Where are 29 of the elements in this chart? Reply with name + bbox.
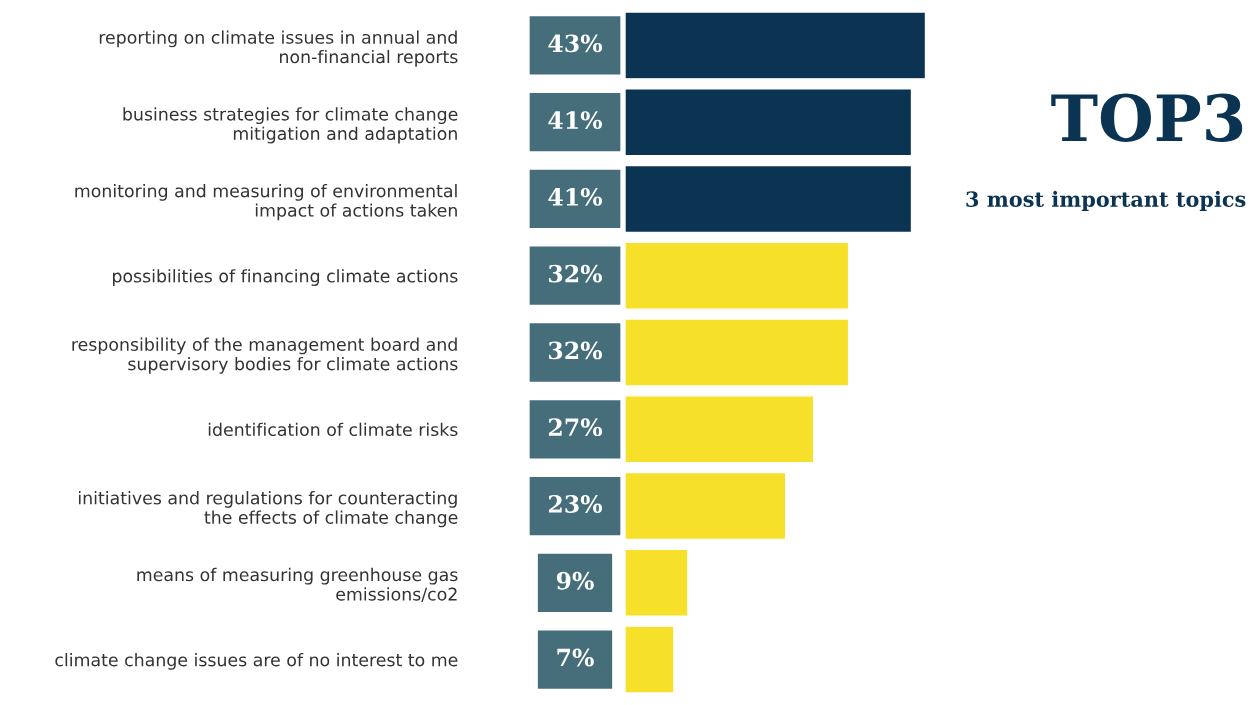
bar	[625, 471, 787, 541]
y-tick-label: possibilities of financing climate actions	[113, 269, 458, 286]
data-label: 32%	[549, 264, 603, 283]
bar	[625, 11, 927, 80]
bar	[625, 88, 913, 157]
data-label: 7%	[557, 648, 594, 667]
data-label: 23%	[548, 495, 603, 513]
y-tick-label: means of measuring greenhouse gas emissions/co2	[137, 567, 458, 603]
bar	[625, 318, 850, 387]
bar	[625, 548, 689, 617]
data-label: 32%	[549, 341, 603, 360]
y-tick-label: monitoring and measuring of environmental impact of actions taken	[75, 183, 457, 221]
y-tick-label: reporting on climate issues in annual and non-financial reports	[99, 30, 458, 67]
bar	[625, 164, 913, 234]
text: TOP3	[1051, 93, 1243, 142]
y-tick-label: initiatives and regulations for counteracting the effects of climate change	[78, 491, 458, 528]
bar	[625, 625, 675, 694]
bar	[625, 241, 850, 310]
data-label: 41%	[548, 111, 603, 130]
data-label: 41%	[548, 187, 603, 206]
y-tick-label: climate change issues are of no interest to me	[55, 652, 458, 670]
text: 3 most important topics	[966, 190, 1246, 212]
data-label: 9%	[556, 571, 594, 590]
data-label: 27%	[548, 418, 603, 437]
y-tick-label: business strategies for climate change mitigation and adaptation	[123, 107, 458, 144]
y-tick-label: identification of climate risks	[208, 422, 458, 437]
bar	[625, 395, 815, 464]
y-tick-label: responsibility of the management board and supervisory bodies for climate actions	[72, 337, 458, 374]
data-label: 43%	[548, 34, 603, 53]
